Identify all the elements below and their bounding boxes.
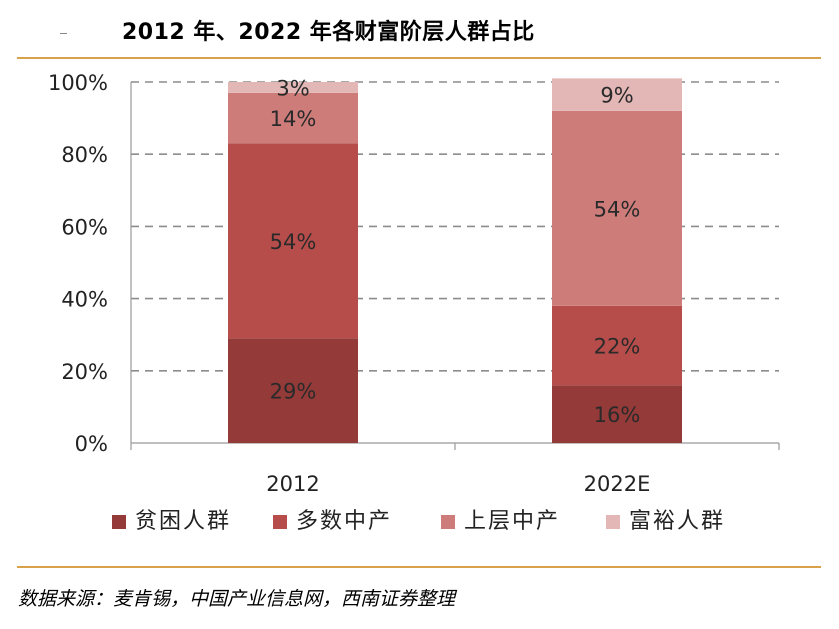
bar-segment [552,110,682,306]
bar-segment [228,338,358,443]
bottom-divider [17,566,821,568]
legend-swatch [441,515,455,529]
decorative-dash [60,33,67,34]
source-note: 数据来源：麦肯锡，中国产业信息网，西南证券整理 [18,588,456,610]
data-label: 22% [594,335,641,359]
y-tick-label: 0% [75,432,108,456]
data-label: 16% [594,403,641,427]
x-tick-label: 2012 [266,472,319,496]
data-label: 54% [594,197,641,221]
y-tick-label: 60% [61,215,108,239]
stacked-bar-chart: 0% 20% 40% 60% 80% 100% 29% 54% 14% 3% 2012 16% 22% 5… [48,71,780,534]
legend-label: 多数中产 [296,509,392,534]
legend-swatch [273,515,287,529]
data-label: 3% [276,76,309,100]
bar-segment [552,385,682,443]
legend-label: 富裕人群 [629,509,725,534]
legend-label: 贫困人群 [135,509,231,534]
bar-segment [228,92,358,144]
data-label: 9% [600,84,633,108]
bar-segment [552,78,682,111]
x-tick-label: 2022E [584,472,651,496]
bar-segment [228,82,358,93]
y-tick-label: 100% [48,71,108,95]
top-divider [17,57,821,59]
data-label: 54% [270,230,317,254]
data-label: 29% [270,380,317,404]
bar-segment [552,305,682,386]
chart-title: 2012 年、2022 年各财富阶层人群占比 [122,20,535,45]
legend-swatch [112,515,126,529]
legend-label: 上层中产 [464,509,560,534]
data-label: 14% [270,107,317,131]
y-tick-label: 40% [61,288,108,312]
y-tick-label: 20% [61,360,108,384]
y-tick-label: 80% [61,143,108,167]
bar-segment [228,143,358,339]
legend-swatch [606,515,620,529]
